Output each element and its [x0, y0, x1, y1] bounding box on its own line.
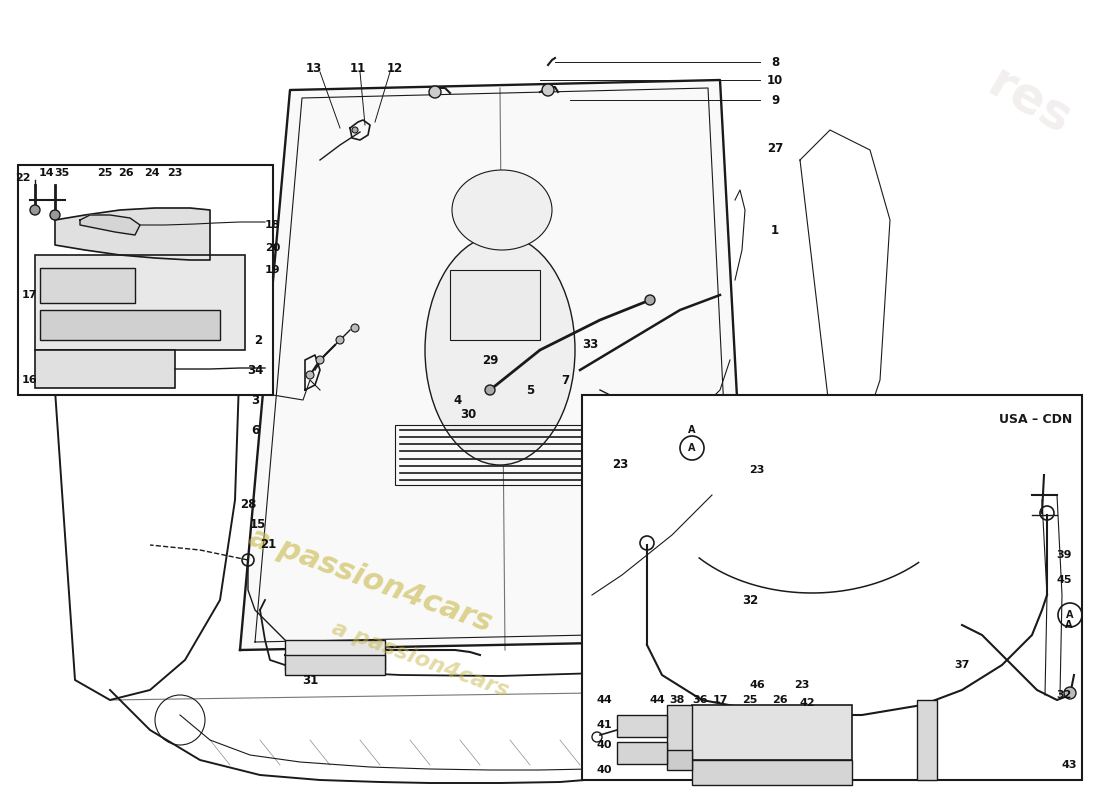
- Text: a passion4cars: a passion4cars: [329, 618, 512, 702]
- Text: 23: 23: [794, 680, 810, 690]
- Text: 12: 12: [387, 62, 403, 74]
- Circle shape: [542, 84, 554, 96]
- Text: 45: 45: [1056, 575, 1072, 585]
- Circle shape: [645, 295, 654, 305]
- Circle shape: [485, 385, 495, 395]
- Circle shape: [336, 336, 344, 344]
- Text: 39: 39: [1056, 550, 1072, 560]
- Text: 11: 11: [350, 62, 366, 74]
- FancyBboxPatch shape: [617, 715, 667, 737]
- Text: 23: 23: [167, 168, 183, 178]
- Text: 26: 26: [772, 695, 788, 705]
- Text: 29: 29: [482, 354, 498, 366]
- FancyBboxPatch shape: [285, 655, 385, 675]
- Text: 42: 42: [800, 698, 815, 708]
- FancyBboxPatch shape: [692, 705, 852, 760]
- Text: USA – CDN: USA – CDN: [999, 413, 1072, 426]
- Text: 5: 5: [526, 383, 535, 397]
- FancyBboxPatch shape: [667, 705, 692, 760]
- Text: 34: 34: [246, 363, 263, 377]
- Text: 38: 38: [669, 695, 684, 705]
- Text: 31: 31: [301, 674, 318, 686]
- Text: 13: 13: [306, 62, 322, 74]
- Text: 25: 25: [97, 168, 112, 178]
- Circle shape: [306, 371, 313, 379]
- FancyBboxPatch shape: [35, 350, 175, 388]
- FancyBboxPatch shape: [40, 268, 135, 303]
- Text: 32: 32: [741, 594, 758, 606]
- Text: 32: 32: [1057, 690, 1072, 700]
- Text: 2: 2: [254, 334, 262, 346]
- Ellipse shape: [452, 170, 552, 250]
- Text: 1: 1: [771, 223, 779, 237]
- Text: 40: 40: [596, 740, 612, 750]
- Polygon shape: [80, 215, 140, 235]
- Text: 18: 18: [265, 220, 280, 230]
- Text: 16: 16: [22, 375, 37, 385]
- Text: 8: 8: [771, 55, 779, 69]
- Text: a passion4cars: a passion4cars: [244, 522, 495, 638]
- Ellipse shape: [425, 235, 575, 465]
- FancyBboxPatch shape: [692, 760, 852, 785]
- Text: 35: 35: [54, 168, 69, 178]
- Polygon shape: [55, 208, 210, 260]
- Text: 37: 37: [955, 660, 970, 670]
- FancyBboxPatch shape: [18, 165, 273, 395]
- Text: 21: 21: [260, 538, 276, 551]
- Text: 17: 17: [713, 695, 728, 705]
- Text: 23: 23: [749, 465, 764, 475]
- Text: 44: 44: [649, 695, 664, 705]
- Text: 9: 9: [771, 94, 779, 106]
- Text: A: A: [689, 425, 695, 435]
- Text: 10: 10: [767, 74, 783, 86]
- FancyBboxPatch shape: [40, 310, 220, 340]
- Text: 4: 4: [454, 394, 462, 406]
- FancyBboxPatch shape: [617, 742, 667, 764]
- Circle shape: [352, 127, 358, 133]
- Text: A: A: [1065, 620, 1072, 630]
- Circle shape: [1064, 687, 1076, 699]
- Circle shape: [50, 210, 60, 220]
- Text: 33: 33: [582, 338, 598, 351]
- Text: 6: 6: [251, 423, 260, 437]
- Text: 22: 22: [15, 173, 31, 183]
- Text: 26: 26: [118, 168, 134, 178]
- Text: 28: 28: [240, 498, 256, 511]
- FancyBboxPatch shape: [917, 700, 937, 780]
- Polygon shape: [240, 80, 750, 650]
- Text: 7: 7: [561, 374, 569, 386]
- Text: 43: 43: [1062, 760, 1077, 770]
- FancyBboxPatch shape: [285, 640, 385, 670]
- Text: 14: 14: [40, 168, 55, 178]
- Text: 19: 19: [265, 265, 280, 275]
- Text: 25: 25: [742, 695, 758, 705]
- Text: A: A: [1066, 610, 1074, 620]
- Text: 41: 41: [596, 720, 612, 730]
- Text: 46: 46: [749, 680, 764, 690]
- Text: res: res: [979, 60, 1080, 146]
- Text: 36: 36: [692, 695, 707, 705]
- Circle shape: [429, 86, 441, 98]
- FancyBboxPatch shape: [450, 270, 540, 340]
- Text: 27: 27: [767, 142, 783, 154]
- Text: 44: 44: [596, 695, 612, 705]
- Circle shape: [351, 324, 359, 332]
- Text: 24: 24: [144, 168, 159, 178]
- Text: 40: 40: [596, 765, 612, 775]
- FancyBboxPatch shape: [667, 750, 692, 770]
- FancyBboxPatch shape: [35, 255, 245, 350]
- Text: 20: 20: [265, 243, 280, 253]
- Text: 15: 15: [250, 518, 266, 531]
- Circle shape: [316, 356, 324, 364]
- FancyBboxPatch shape: [582, 395, 1082, 780]
- Text: 3: 3: [251, 394, 260, 406]
- Circle shape: [30, 205, 40, 215]
- Text: 30: 30: [460, 409, 476, 422]
- Text: 23: 23: [612, 458, 628, 471]
- Text: A: A: [689, 443, 695, 453]
- Text: 17: 17: [22, 290, 37, 300]
